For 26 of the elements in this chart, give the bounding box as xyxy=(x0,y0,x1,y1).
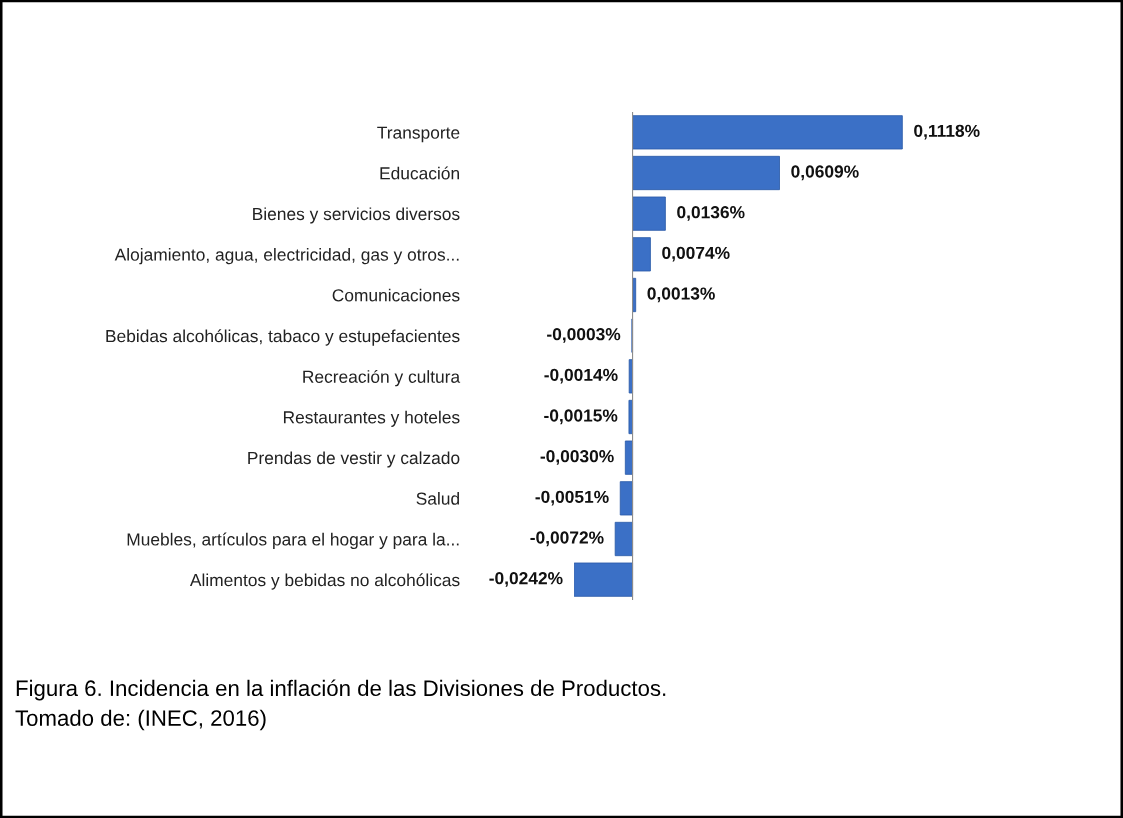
y-tick-label: Bienes y servicios diversos xyxy=(253,207,460,224)
data-label: -0,0242% xyxy=(489,572,563,587)
y-tick-label: Muebles, artículos para el hogar y para la... xyxy=(127,532,459,549)
y-tick-label: Alimentos y bebidas no alcohólicas xyxy=(189,573,460,590)
text: Tomado de: (INEC, 2016) xyxy=(15,709,266,731)
y-tick-label: Educación xyxy=(380,166,459,180)
data-label: 0,0609% xyxy=(791,165,859,181)
y-tick-label: Salud xyxy=(416,492,459,505)
y-tick-label: Recreación y cultura xyxy=(303,369,461,387)
text: Figura 6. Incidencia en la inflación de las Divisiones de Productos. xyxy=(16,679,666,701)
y-tick-label: Prendas de vestir y calzado xyxy=(248,451,460,468)
data-label: -0,0015% xyxy=(544,409,618,425)
data-label: -0,0003% xyxy=(547,328,621,343)
data-label: -0,0014% xyxy=(544,368,618,384)
y-tick-label: Comunicaciones xyxy=(332,288,460,302)
y-tick-label: Transporte xyxy=(377,126,460,143)
data-label: 0,0136% xyxy=(677,206,745,221)
data-label: -0,0072% xyxy=(530,531,604,547)
data-label: -0,0030% xyxy=(540,450,614,465)
data-label: 0,0013% xyxy=(647,287,715,303)
data-label: 0,1118% xyxy=(914,124,980,140)
y-tick-label: Alojamiento, agua, electricidad, gas y otros... xyxy=(114,248,459,265)
y-tick-label: Bebidas alcohólicas, tabaco y estupefacientes xyxy=(106,329,460,346)
data-label: -0,0051% xyxy=(535,490,609,506)
y-tick-label: Restaurantes y hoteles xyxy=(283,410,460,427)
data-label: 0,0074% xyxy=(662,246,730,262)
